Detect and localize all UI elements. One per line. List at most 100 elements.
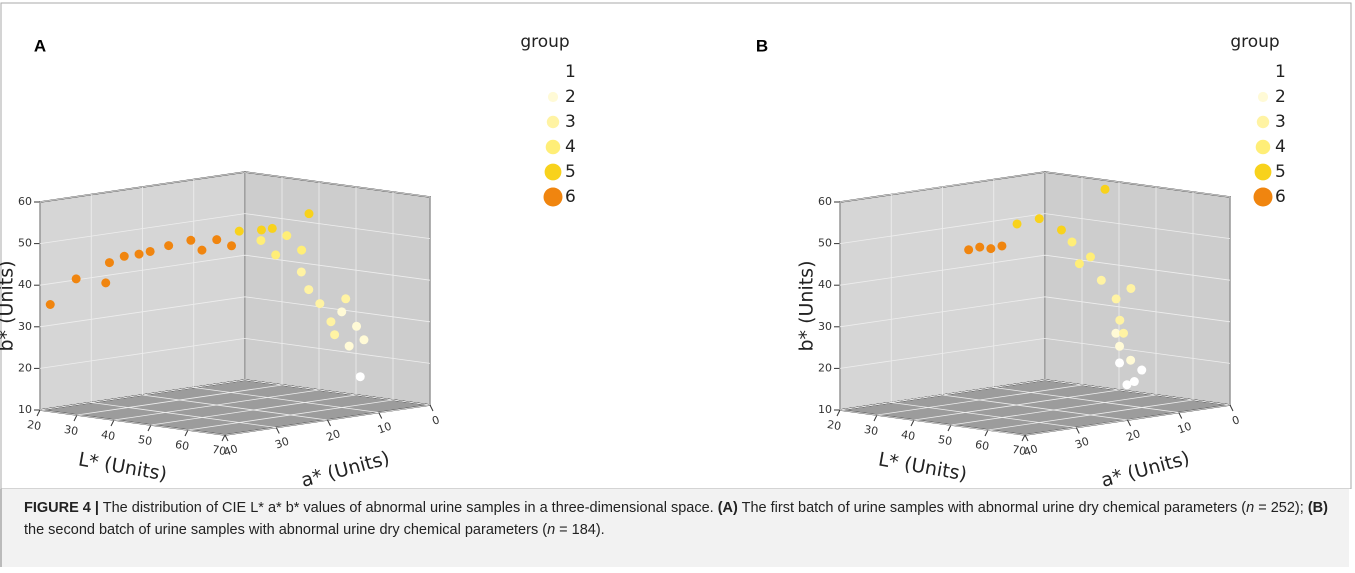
data-point <box>1096 275 1106 285</box>
z-tick-label: 30 <box>818 320 832 333</box>
tick-mark <box>184 429 189 437</box>
legend-swatch <box>1254 163 1272 181</box>
caption-symbol: n <box>1246 500 1255 516</box>
x-tick-label: 30 <box>863 423 879 438</box>
y-tick-label: 30 <box>1073 435 1091 452</box>
data-point <box>197 245 207 255</box>
grid-line <box>942 394 1128 421</box>
grid-line <box>244 379 431 406</box>
y-tick-label: 30 <box>273 435 291 452</box>
grid-line <box>244 338 431 364</box>
legend-swatch <box>543 187 563 207</box>
grid-line <box>891 402 1077 428</box>
data-point <box>297 245 307 255</box>
grid-line <box>244 213 431 239</box>
data-point <box>1100 184 1110 194</box>
z-tick-label: 40 <box>818 278 832 291</box>
data-point <box>1056 225 1066 235</box>
x-tick-label: 20 <box>26 418 42 433</box>
legend-swatch <box>1257 91 1269 103</box>
legend-swatch <box>1259 68 1267 76</box>
tick-mark <box>275 427 280 434</box>
grid-line <box>142 394 328 421</box>
y-axis-title: a* (Units) <box>1099 447 1192 489</box>
grid-line <box>993 387 1179 413</box>
data-point <box>359 335 369 345</box>
data-point <box>341 294 351 304</box>
data-point <box>119 251 129 261</box>
data-point <box>1115 358 1125 368</box>
tick-mark <box>873 414 878 422</box>
chart: 10 20 30 40 50 60 20 30 40 50 60 70 0 10 20 30 40 L* (Uni… <box>0 2 1352 492</box>
panel-label: B <box>756 36 768 55</box>
data-point <box>975 242 985 252</box>
legend-label: 5 <box>1275 162 1286 182</box>
x-tick-label: 30 <box>63 423 79 438</box>
grid-line <box>91 402 277 428</box>
z-tick-label: 10 <box>18 403 32 416</box>
z-tick-label: 30 <box>18 320 32 333</box>
z-tick-label: 60 <box>818 195 832 208</box>
x-tick-label: 40 <box>100 428 116 443</box>
caption-label: FIGURE 4 | <box>24 500 99 516</box>
x-tick-label: 60 <box>174 438 190 453</box>
legend-swatch <box>1256 115 1270 129</box>
tick-mark <box>910 419 915 427</box>
data-point <box>271 250 281 260</box>
legend-label: 4 <box>1275 137 1286 157</box>
data-point <box>304 285 314 295</box>
tick-mark <box>73 414 78 422</box>
tick-mark <box>221 434 226 442</box>
y-tick-label: 40 <box>222 442 240 459</box>
data-point <box>1126 283 1136 293</box>
legend-label: 1 <box>1275 62 1286 82</box>
y-axis-title: a* (Units) <box>299 447 392 489</box>
z-tick-label: 50 <box>818 237 832 250</box>
z-tick-label: 60 <box>18 195 32 208</box>
grid-line <box>39 409 226 436</box>
legend-title: group <box>1230 32 1279 52</box>
z-tick-label: 50 <box>18 237 32 250</box>
tick-mark <box>147 424 152 432</box>
legend-label: 2 <box>1275 87 1286 107</box>
x-axis-title: L* (Units) <box>877 448 969 485</box>
caption: FIGURE 4 | The distribution of CIE L* a*… <box>0 489 1349 567</box>
data-point <box>1137 365 1147 375</box>
legend-label: 5 <box>565 162 576 182</box>
grid-line <box>244 296 431 323</box>
data-point <box>164 241 174 251</box>
x-tick-label: 70 <box>1011 443 1027 458</box>
z-tick-label: 20 <box>818 361 832 374</box>
x-tick-label: 40 <box>900 428 916 443</box>
panel-label: A <box>34 36 46 55</box>
data-point <box>1012 219 1022 229</box>
data-point <box>101 278 111 288</box>
y-tick-label: 10 <box>1176 420 1194 437</box>
x-tick-label: 60 <box>974 438 990 453</box>
data-point <box>1086 252 1095 262</box>
data-point <box>104 258 114 268</box>
tick-mark <box>36 409 41 417</box>
caption-symbol: n <box>547 522 556 538</box>
x-tick-label: 20 <box>826 418 842 433</box>
tick-mark <box>1178 412 1183 419</box>
data-point <box>134 249 144 259</box>
data-point <box>326 317 336 327</box>
data-point <box>227 241 237 251</box>
data-point <box>1111 328 1121 338</box>
caption-panel-ref: (A) <box>717 500 738 516</box>
legend-label: 3 <box>565 112 576 132</box>
tick-mark <box>836 409 841 417</box>
tick-mark <box>947 424 952 432</box>
legend-swatch <box>1253 187 1273 207</box>
data-point <box>267 223 277 233</box>
data-point <box>145 246 155 256</box>
legend-swatch <box>1255 139 1271 155</box>
data-point <box>1111 294 1121 304</box>
z-tick-label: 20 <box>18 361 32 374</box>
data-point <box>964 245 974 255</box>
y-tick-label: 0 <box>1230 413 1241 428</box>
z-axis-title: b* (Units) <box>796 260 818 351</box>
caption-panel-ref: (B) <box>1307 500 1328 516</box>
